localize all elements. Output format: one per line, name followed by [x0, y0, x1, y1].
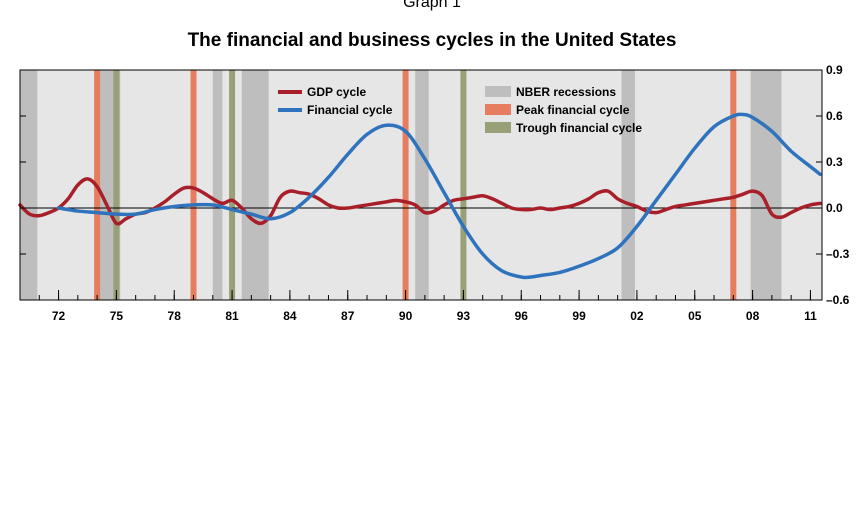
legend-label-financial: Financial cycle	[307, 103, 393, 117]
trough-financial-cycle-bar-1	[229, 70, 236, 300]
chart-title: The financial and business cycles in the…	[187, 30, 677, 51]
legend-label-peak: Peak financial cycle	[516, 103, 630, 117]
trough-financial-cycle-bar-0	[113, 70, 120, 300]
x-tick-label: 81	[225, 309, 239, 323]
x-tick-label: 90	[399, 309, 413, 323]
nber-recession-band-0	[20, 70, 38, 300]
peak-financial-cycle-bar-3	[730, 70, 737, 300]
legend-label-nber: NBER recessions	[516, 85, 616, 99]
peak-financial-cycle-bar-2	[402, 70, 409, 300]
nber-recession-band-2	[212, 70, 223, 300]
x-tick-label: 72	[52, 309, 66, 323]
x-tick-label: 84	[283, 309, 297, 323]
legend-label-trough: Trough financial cycle	[516, 121, 642, 135]
peak-financial-cycle-bar-1	[190, 70, 197, 300]
legend-label-gdp: GDP cycle	[307, 85, 366, 99]
y-tick-label: 0.3	[826, 155, 843, 169]
x-tick-label: 11	[804, 309, 817, 323]
legend-swatch-nber	[485, 86, 511, 97]
graph-label: Graph 1	[403, 0, 461, 11]
y-tick-label: 0.6	[826, 109, 843, 123]
x-tick-label: 05	[688, 309, 702, 323]
x-tick-label: 08	[746, 309, 760, 323]
legend-swatch-peak	[485, 104, 511, 115]
y-tick-label: –0.3	[826, 247, 850, 261]
y-tick-label: 0.9	[826, 63, 843, 77]
nber-recession-band-4	[415, 70, 429, 300]
bands-layer	[20, 70, 782, 300]
x-tick-label: 75	[110, 309, 124, 323]
x-tick-label: 78	[168, 309, 182, 323]
lines-layer	[18, 112, 822, 280]
y-tick-label: 0.0	[826, 201, 843, 215]
x-tick-label: 02	[630, 309, 644, 323]
nber-recession-band-6	[750, 70, 782, 300]
trough-financial-cycle-bar-2	[460, 70, 467, 300]
ticks-layer: 72 75 78 81 84 87 90 93 96 99 02 05 08 11 0.9 0.6 0.3 0.0…	[19, 63, 850, 323]
legend: GDP cycle Financial cycle NBER recession…	[278, 85, 642, 135]
x-tick-label: 87	[341, 309, 355, 323]
financial-cycle-line	[56, 112, 822, 280]
y-tick-label: –0.6	[826, 293, 850, 307]
x-tick-label: 93	[457, 309, 471, 323]
x-tick-label: 96	[515, 309, 529, 323]
plot-frame	[19, 69, 823, 301]
nber-recession-band-3	[241, 70, 269, 300]
legend-swatch-trough	[485, 122, 511, 133]
x-tick-label: 99	[572, 309, 586, 323]
